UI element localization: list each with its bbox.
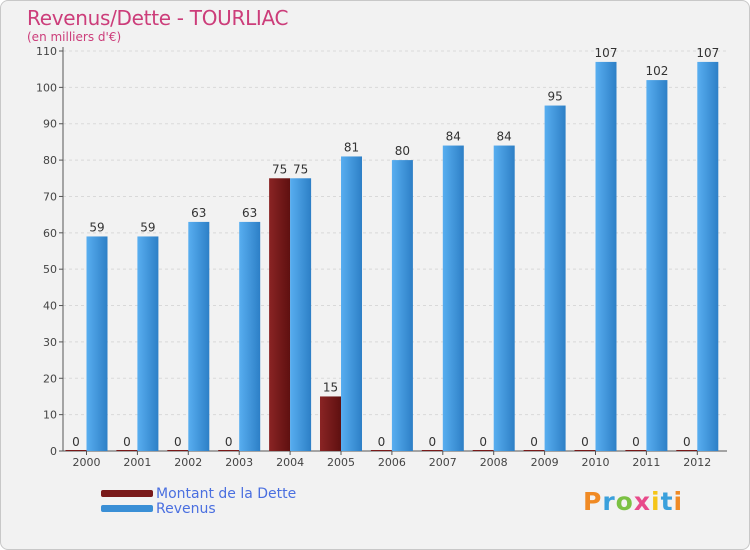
bar-dette [370, 450, 392, 451]
logo-letter: i [673, 487, 684, 516]
y-tick-label: 100 [36, 81, 57, 94]
bar-dette [65, 450, 87, 451]
bar-dette [472, 450, 494, 451]
data-label-revenus: 59 [89, 220, 104, 234]
x-tick-label: 2012 [683, 456, 711, 469]
bar-revenus [595, 61, 617, 452]
data-label-revenus: 84 [446, 130, 461, 144]
x-tick-label: 2002 [174, 456, 202, 469]
bar-dette [167, 450, 189, 451]
y-tick-label: 0 [50, 445, 57, 458]
x-tick-label: 2003 [225, 456, 253, 469]
x-tick-label: 2007 [429, 456, 457, 469]
bar-dette [676, 450, 698, 451]
data-label-dette: 0 [72, 435, 80, 449]
data-label-dette: 0 [683, 435, 691, 449]
bar-revenus [544, 105, 566, 451]
data-label-revenus: 59 [140, 220, 155, 234]
data-label-dette: 0 [123, 435, 131, 449]
data-label-dette: 0 [378, 435, 386, 449]
y-tick-label: 110 [36, 45, 57, 58]
bar-dette [320, 396, 341, 451]
y-tick-label: 10 [43, 409, 57, 422]
data-label-revenus: 75 [293, 162, 308, 176]
x-tick-label: 2005 [327, 456, 355, 469]
chart-title: Revenus/Dette - TOURLIAC [27, 6, 289, 30]
logo-letter: x [633, 487, 651, 516]
y-tick-label: 40 [43, 300, 57, 313]
bar-dette [421, 450, 443, 451]
data-label-dette: 0 [479, 435, 487, 449]
bar-dette [625, 450, 647, 451]
data-label-dette: 0 [428, 435, 436, 449]
x-tick-label: 2001 [123, 456, 151, 469]
bar-revenus [188, 221, 210, 451]
x-tick-label: 2006 [378, 456, 406, 469]
data-label-revenus: 63 [191, 206, 206, 220]
data-label-revenus: 80 [395, 144, 410, 158]
legend-label-dette: Montant de la Dette [156, 486, 297, 502]
bar-revenus [493, 145, 515, 451]
data-label-dette: 75 [272, 162, 287, 176]
proxiti-logo: Proxiti [583, 487, 683, 516]
bar-dette [523, 450, 545, 451]
logo-letter: i [651, 487, 661, 516]
y-tick-label: 80 [43, 154, 57, 167]
data-label-dette: 0 [581, 435, 589, 449]
data-label-dette: 0 [174, 435, 182, 449]
y-tick-label: 20 [43, 372, 57, 385]
x-tick-label: 2008 [480, 456, 508, 469]
bar-revenus [646, 80, 668, 451]
data-label-revenus: 107 [595, 46, 618, 60]
bar-revenus [137, 236, 159, 451]
bar-dette [218, 450, 240, 451]
bar-revenus [341, 156, 362, 452]
data-label-revenus: 107 [696, 46, 719, 60]
x-tick-label: 2000 [73, 456, 101, 469]
bar-revenus [391, 160, 413, 451]
legend-swatch-revenus [101, 505, 153, 512]
logo-letter: o [615, 487, 634, 516]
legend-swatch-dette [101, 490, 153, 497]
data-label-dette: 15 [323, 380, 338, 394]
bar-dette [574, 450, 596, 451]
bar-revenus [239, 221, 261, 451]
bar-dette [269, 178, 291, 452]
data-label-revenus: 95 [547, 90, 562, 104]
logo-letter: P [583, 487, 603, 516]
logo-letter: t [660, 487, 674, 516]
y-tick-label: 60 [43, 227, 57, 240]
y-tick-label: 30 [43, 336, 57, 349]
x-tick-label: 2010 [582, 456, 610, 469]
data-label-revenus: 84 [497, 130, 512, 144]
chart-subtitle: (en milliers d'€) [27, 30, 122, 44]
y-tick-label: 90 [43, 118, 57, 131]
bar-revenus [697, 61, 719, 452]
x-tick-label: 2011 [632, 456, 660, 469]
bar-revenus [442, 145, 464, 451]
data-label-revenus: 63 [242, 206, 257, 220]
x-tick-label: 2009 [531, 456, 559, 469]
data-label-revenus: 102 [645, 64, 668, 78]
bar-dette [116, 450, 138, 451]
y-tick-label: 50 [43, 263, 57, 276]
data-label-dette: 0 [225, 435, 233, 449]
bar-revenus [86, 236, 108, 451]
data-label-revenus: 81 [344, 140, 359, 154]
x-tick-label: 2004 [276, 456, 304, 469]
logo-letter: r [602, 487, 616, 516]
bar-revenus [290, 178, 312, 452]
data-label-dette: 0 [632, 435, 640, 449]
y-tick-label: 70 [43, 190, 57, 203]
data-label-dette: 0 [530, 435, 538, 449]
legend-label-revenus: Revenus [156, 501, 216, 517]
